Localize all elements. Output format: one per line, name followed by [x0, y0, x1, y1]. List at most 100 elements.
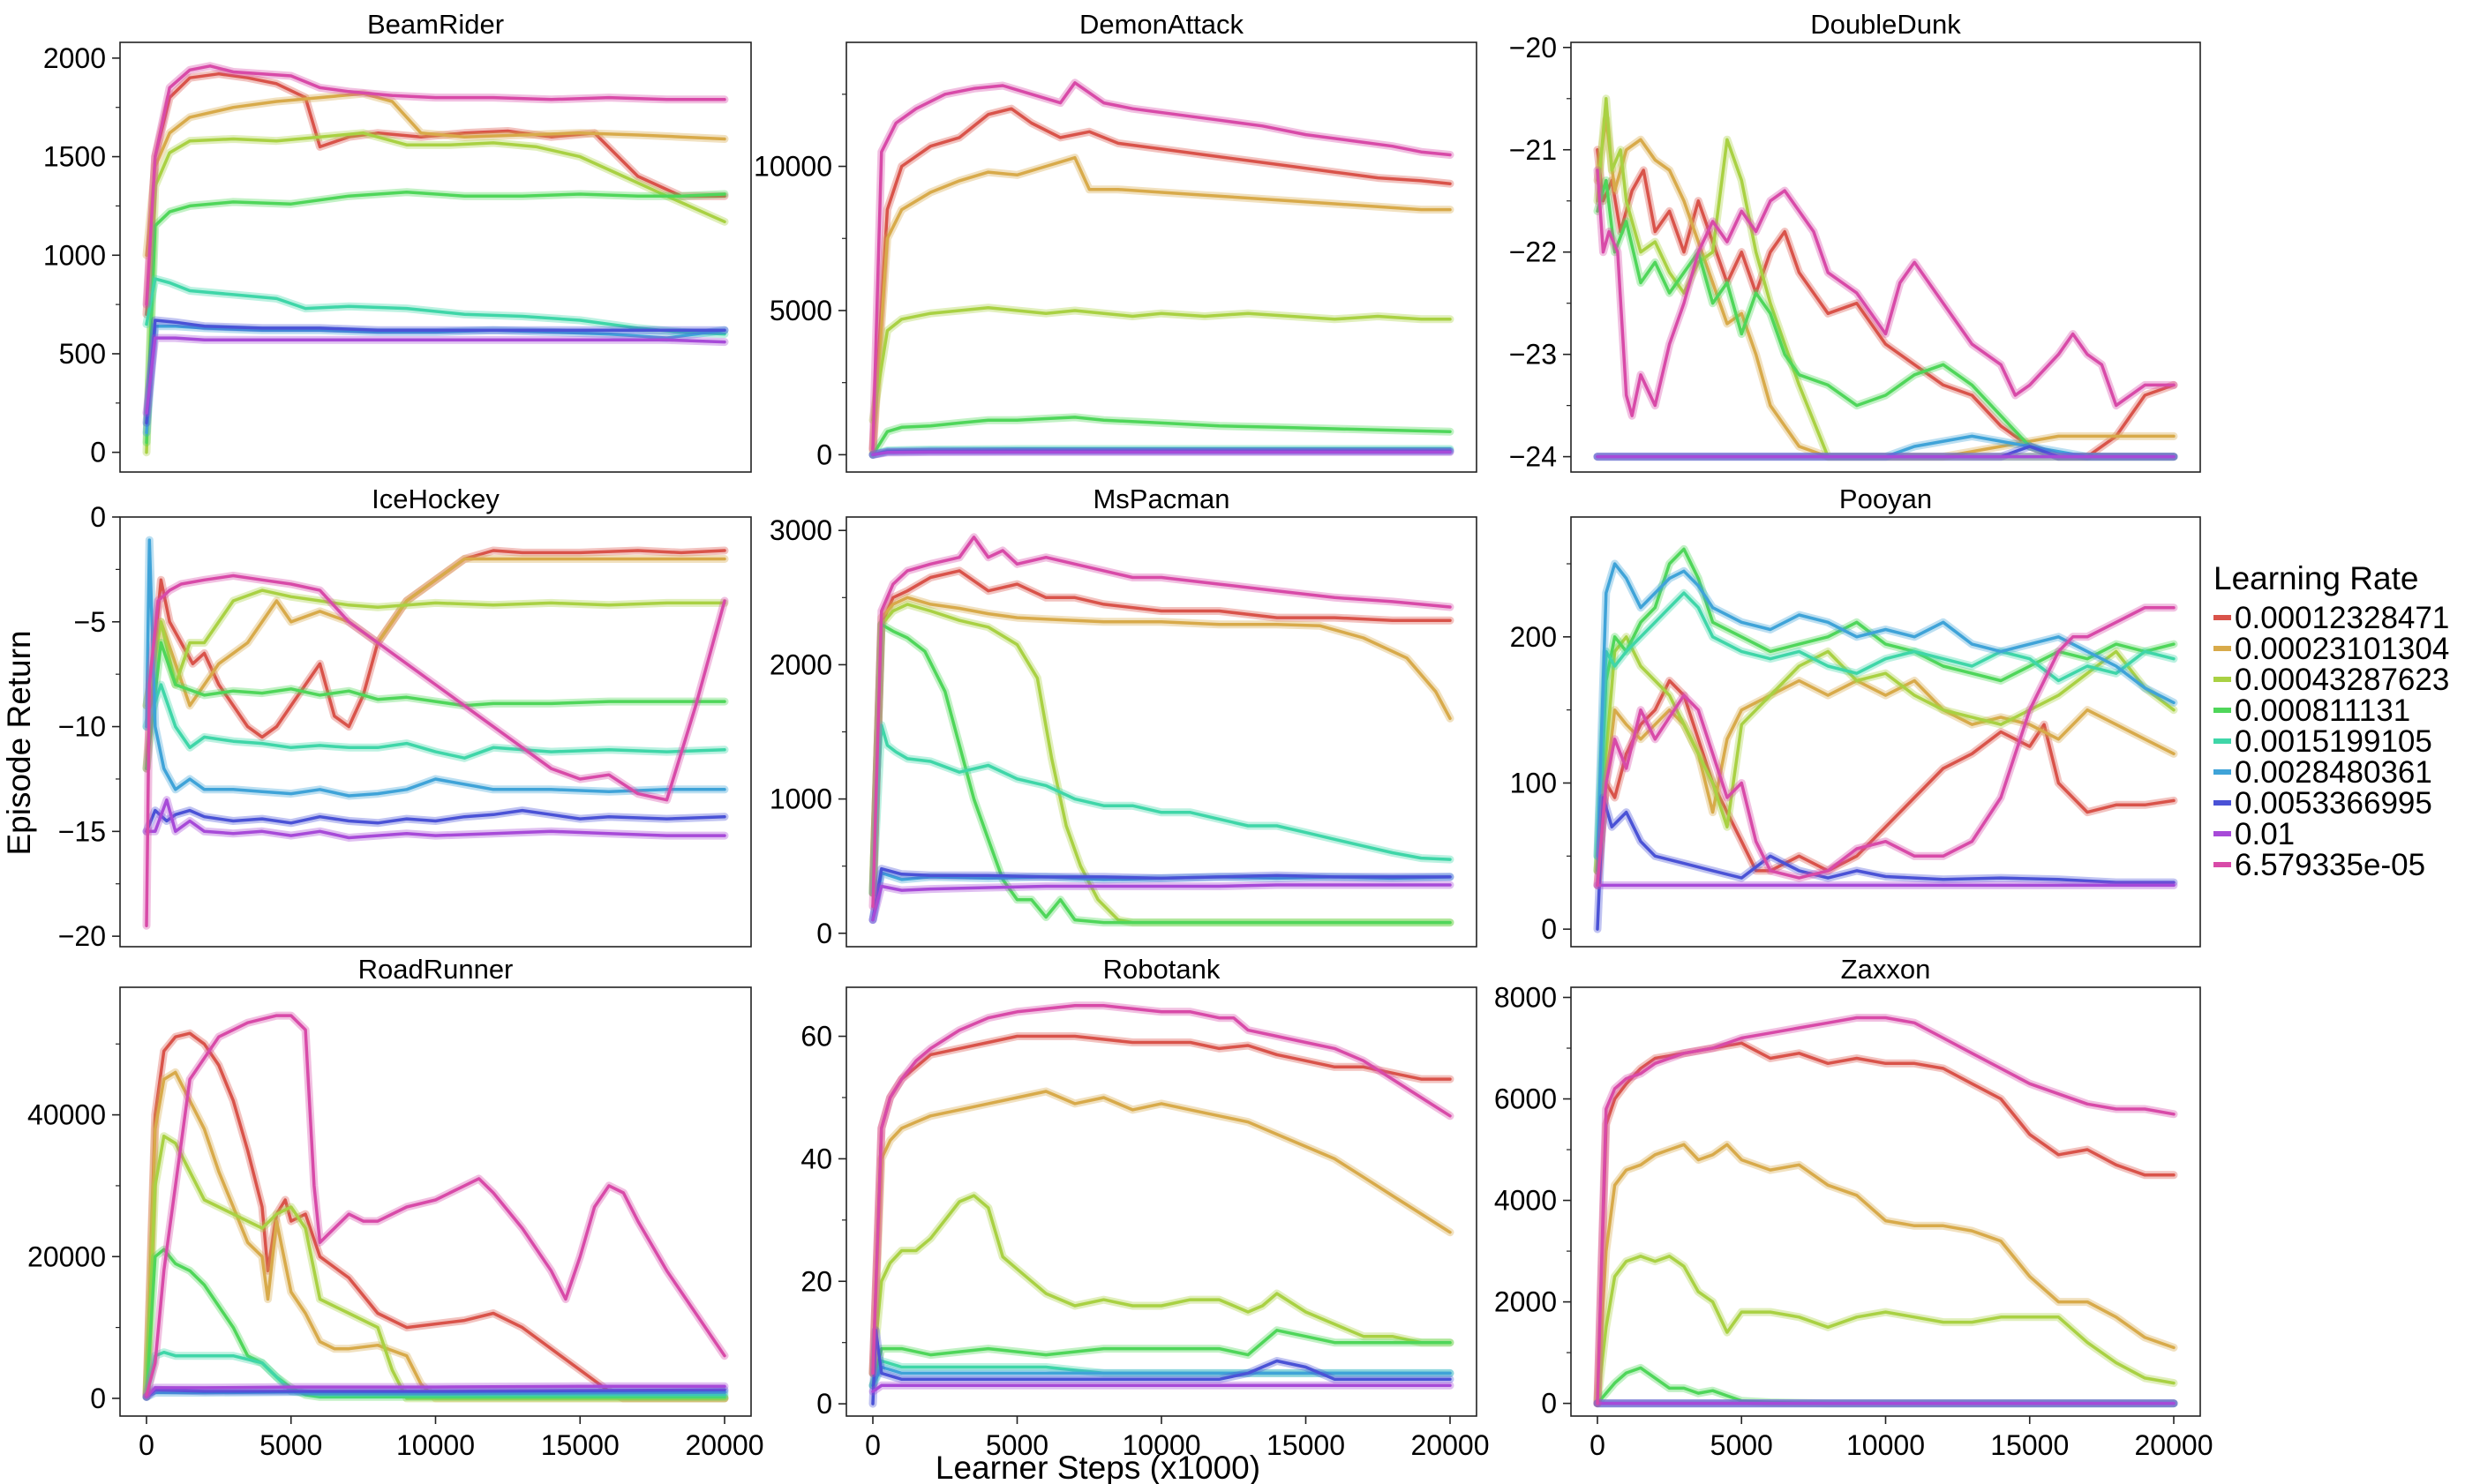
series-line — [145, 131, 726, 454]
y-tick-label: 20000 — [27, 1240, 106, 1272]
series-line — [145, 1384, 726, 1399]
y-tick-label: 0 — [1541, 913, 1557, 945]
y-tick-label: −23 — [1509, 339, 1557, 371]
series-group — [868, 1001, 1454, 1408]
series-line — [871, 1329, 1452, 1405]
legend-label: 0.00012328471 — [2235, 601, 2449, 635]
y-tick-label: 10000 — [754, 151, 832, 183]
series-line — [145, 538, 726, 798]
y-tick-label: 1000 — [770, 783, 832, 815]
subplot-roadrunner: RoadRunner 0 20000 40000 0 5000 10000 15000 2000… — [27, 954, 763, 1461]
subplot-icehockey: IceHockey −20 −15 −10 −5 0 — [58, 483, 752, 952]
series-line — [871, 866, 1452, 922]
series-line — [871, 723, 1452, 895]
subplot-mspacman: MsPacman 0 1000 2000 3000 — [770, 483, 1477, 949]
x-axis-label: Learner Steps (x1000) — [936, 1450, 1260, 1484]
x-tick-label: 15000 — [1990, 1429, 2069, 1461]
series-line — [871, 1329, 1452, 1388]
legend-title: Learning Rate — [2213, 560, 2418, 596]
series-line — [1596, 1016, 2176, 1405]
series-line — [145, 191, 726, 445]
series-line — [871, 596, 1452, 895]
y-tick-label: 0 — [816, 438, 832, 470]
y-tick-label: −20 — [1509, 32, 1557, 64]
series-line — [145, 557, 726, 708]
x-tick-label: 10000 — [396, 1429, 475, 1461]
series-line — [1596, 1041, 2176, 1405]
series-line — [145, 277, 726, 336]
series-line — [145, 808, 726, 834]
legend-label: 6.579335e-05 — [2235, 848, 2425, 882]
y-tick-label: −21 — [1509, 134, 1557, 166]
plot-frame — [119, 516, 752, 948]
x-tick-label: 0 — [1589, 1429, 1605, 1461]
y-tick-label: −5 — [74, 606, 106, 638]
series-line — [145, 1014, 726, 1397]
y-tick-label: −15 — [58, 815, 106, 847]
y-tick-label: 3000 — [770, 514, 832, 546]
series-line — [1596, 678, 2176, 888]
series-group — [868, 79, 1454, 459]
x-tick-label: 20000 — [686, 1429, 764, 1461]
legend-label: 0.00023101304 — [2235, 632, 2449, 666]
legend-label: 0.0053366995 — [2235, 786, 2432, 821]
x-tick-label: 5000 — [259, 1429, 322, 1461]
y-tick-label: −10 — [58, 711, 106, 743]
series-line — [871, 305, 1452, 422]
y-tick-label: 0 — [816, 1388, 832, 1420]
y-tick-label: 100 — [1510, 767, 1557, 798]
series-line — [145, 1248, 726, 1399]
subplot-robotank: Robotank 0 20 40 60 0 5000 10000 15000 20000 — [800, 954, 1489, 1461]
legend-label: 0.000811131 — [2235, 693, 2410, 728]
y-tick-label: 500 — [59, 338, 106, 370]
y-tick-label: 0 — [90, 501, 106, 533]
series-line — [1596, 547, 2176, 873]
y-tick-label: 40 — [800, 1143, 832, 1174]
subplot-title: BeamRider — [367, 9, 504, 40]
y-tick-label: 200 — [1510, 621, 1557, 653]
y-tick-label: 1500 — [43, 141, 106, 173]
subplot-title: Robotank — [1103, 954, 1221, 985]
subplot-title: DoubleDunk — [1810, 9, 1961, 40]
series-line — [145, 641, 726, 770]
y-tick-label: 40000 — [27, 1099, 106, 1131]
series-line — [1596, 591, 2176, 858]
y-tick-label: 2000 — [43, 42, 106, 74]
subplot-title: RoadRunner — [358, 954, 514, 985]
x-tick-label: 5000 — [1710, 1429, 1773, 1461]
legend-label: 0.0028480361 — [2235, 755, 2432, 790]
series-group — [1593, 544, 2178, 933]
series-line — [1596, 178, 2176, 459]
series-line — [871, 883, 1452, 922]
series-line — [1596, 169, 2176, 417]
y-axis-label: Episode Return — [1, 630, 37, 855]
series-line — [871, 1034, 1452, 1375]
y-tick-label: 4000 — [1494, 1185, 1557, 1217]
series-group — [868, 533, 1454, 927]
series-line — [871, 155, 1452, 453]
legend-label: 0.01 — [2235, 817, 2295, 851]
series-line — [871, 81, 1452, 451]
x-tick-label: 20000 — [1411, 1429, 1490, 1461]
subplot-title: Pooyan — [1839, 483, 1932, 514]
series-line — [1596, 1143, 2176, 1405]
series-line — [1596, 635, 2176, 873]
series-line — [145, 336, 726, 415]
series-line — [871, 1004, 1452, 1375]
y-tick-label: 60 — [800, 1021, 832, 1053]
series-line — [145, 1350, 726, 1399]
series-line — [145, 1031, 726, 1400]
legend: Learning Rate 0.000123284710.00023101304… — [2213, 560, 2449, 882]
y-tick-label: 20 — [800, 1265, 832, 1297]
series-line — [871, 1090, 1452, 1375]
subplot-title: DemonAttack — [1079, 9, 1244, 40]
plot-frame — [845, 41, 1477, 473]
series-group — [1593, 94, 2178, 461]
plot-frame — [119, 986, 752, 1417]
y-tick-label: 2000 — [770, 648, 832, 680]
subplot-title: MsPacman — [1093, 483, 1229, 514]
subplot-pooyan: Pooyan 0 100 200 — [1510, 483, 2201, 948]
subplot-title: IceHockey — [372, 483, 500, 514]
series-line — [871, 1194, 1452, 1375]
series-line — [145, 319, 726, 424]
